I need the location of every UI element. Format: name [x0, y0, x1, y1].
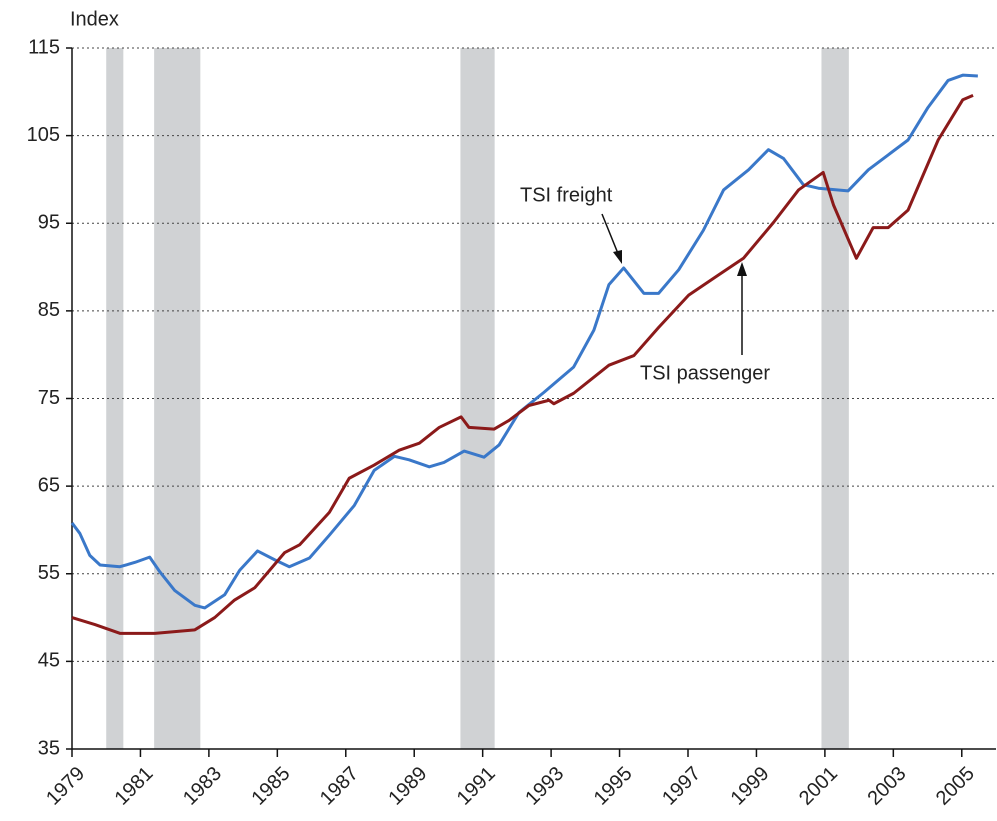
arrowhead: [737, 262, 747, 276]
series-line: [71, 93, 974, 635]
y-tick-label: 35: [38, 737, 60, 759]
x-tick-label: 1979: [42, 763, 89, 810]
annotation: TSI passenger: [640, 362, 770, 384]
x-tick-label: 1981: [111, 763, 158, 810]
recession-band: [821, 48, 849, 749]
y-tick-label: 45: [38, 650, 60, 672]
x-tick-label: 1997: [658, 763, 705, 810]
y-tick-label: 55: [38, 562, 60, 584]
annotation-arrow: [601, 213, 620, 257]
x-tick-label: 1985: [247, 763, 294, 810]
y-axis-label: Index: [70, 8, 119, 30]
x-tick-label: 1987: [316, 763, 363, 810]
x-tick-label: 2003: [863, 763, 910, 810]
annotation: TSI freight: [520, 184, 613, 206]
x-tick-label: 1989: [384, 763, 431, 810]
recession-band: [106, 48, 124, 749]
y-tick-label: 85: [38, 299, 60, 321]
y-tick-label: 105: [27, 124, 60, 146]
y-tick-label: 75: [38, 387, 60, 409]
y-tick-label: 95: [38, 212, 60, 234]
x-tick-label: 1993: [521, 763, 568, 810]
x-tick-label: 1995: [590, 763, 637, 810]
x-tick-label: 2005: [932, 763, 979, 810]
x-tick-label: 1983: [179, 763, 226, 810]
x-tick-label: 1991: [453, 763, 500, 810]
series-line: [70, 73, 978, 610]
y-tick-label: 65: [38, 474, 60, 496]
x-tick-label: 1999: [727, 763, 774, 810]
x-tick-label: 2001: [795, 763, 842, 810]
y-tick-label: 115: [28, 36, 60, 58]
arrowhead: [613, 250, 622, 264]
